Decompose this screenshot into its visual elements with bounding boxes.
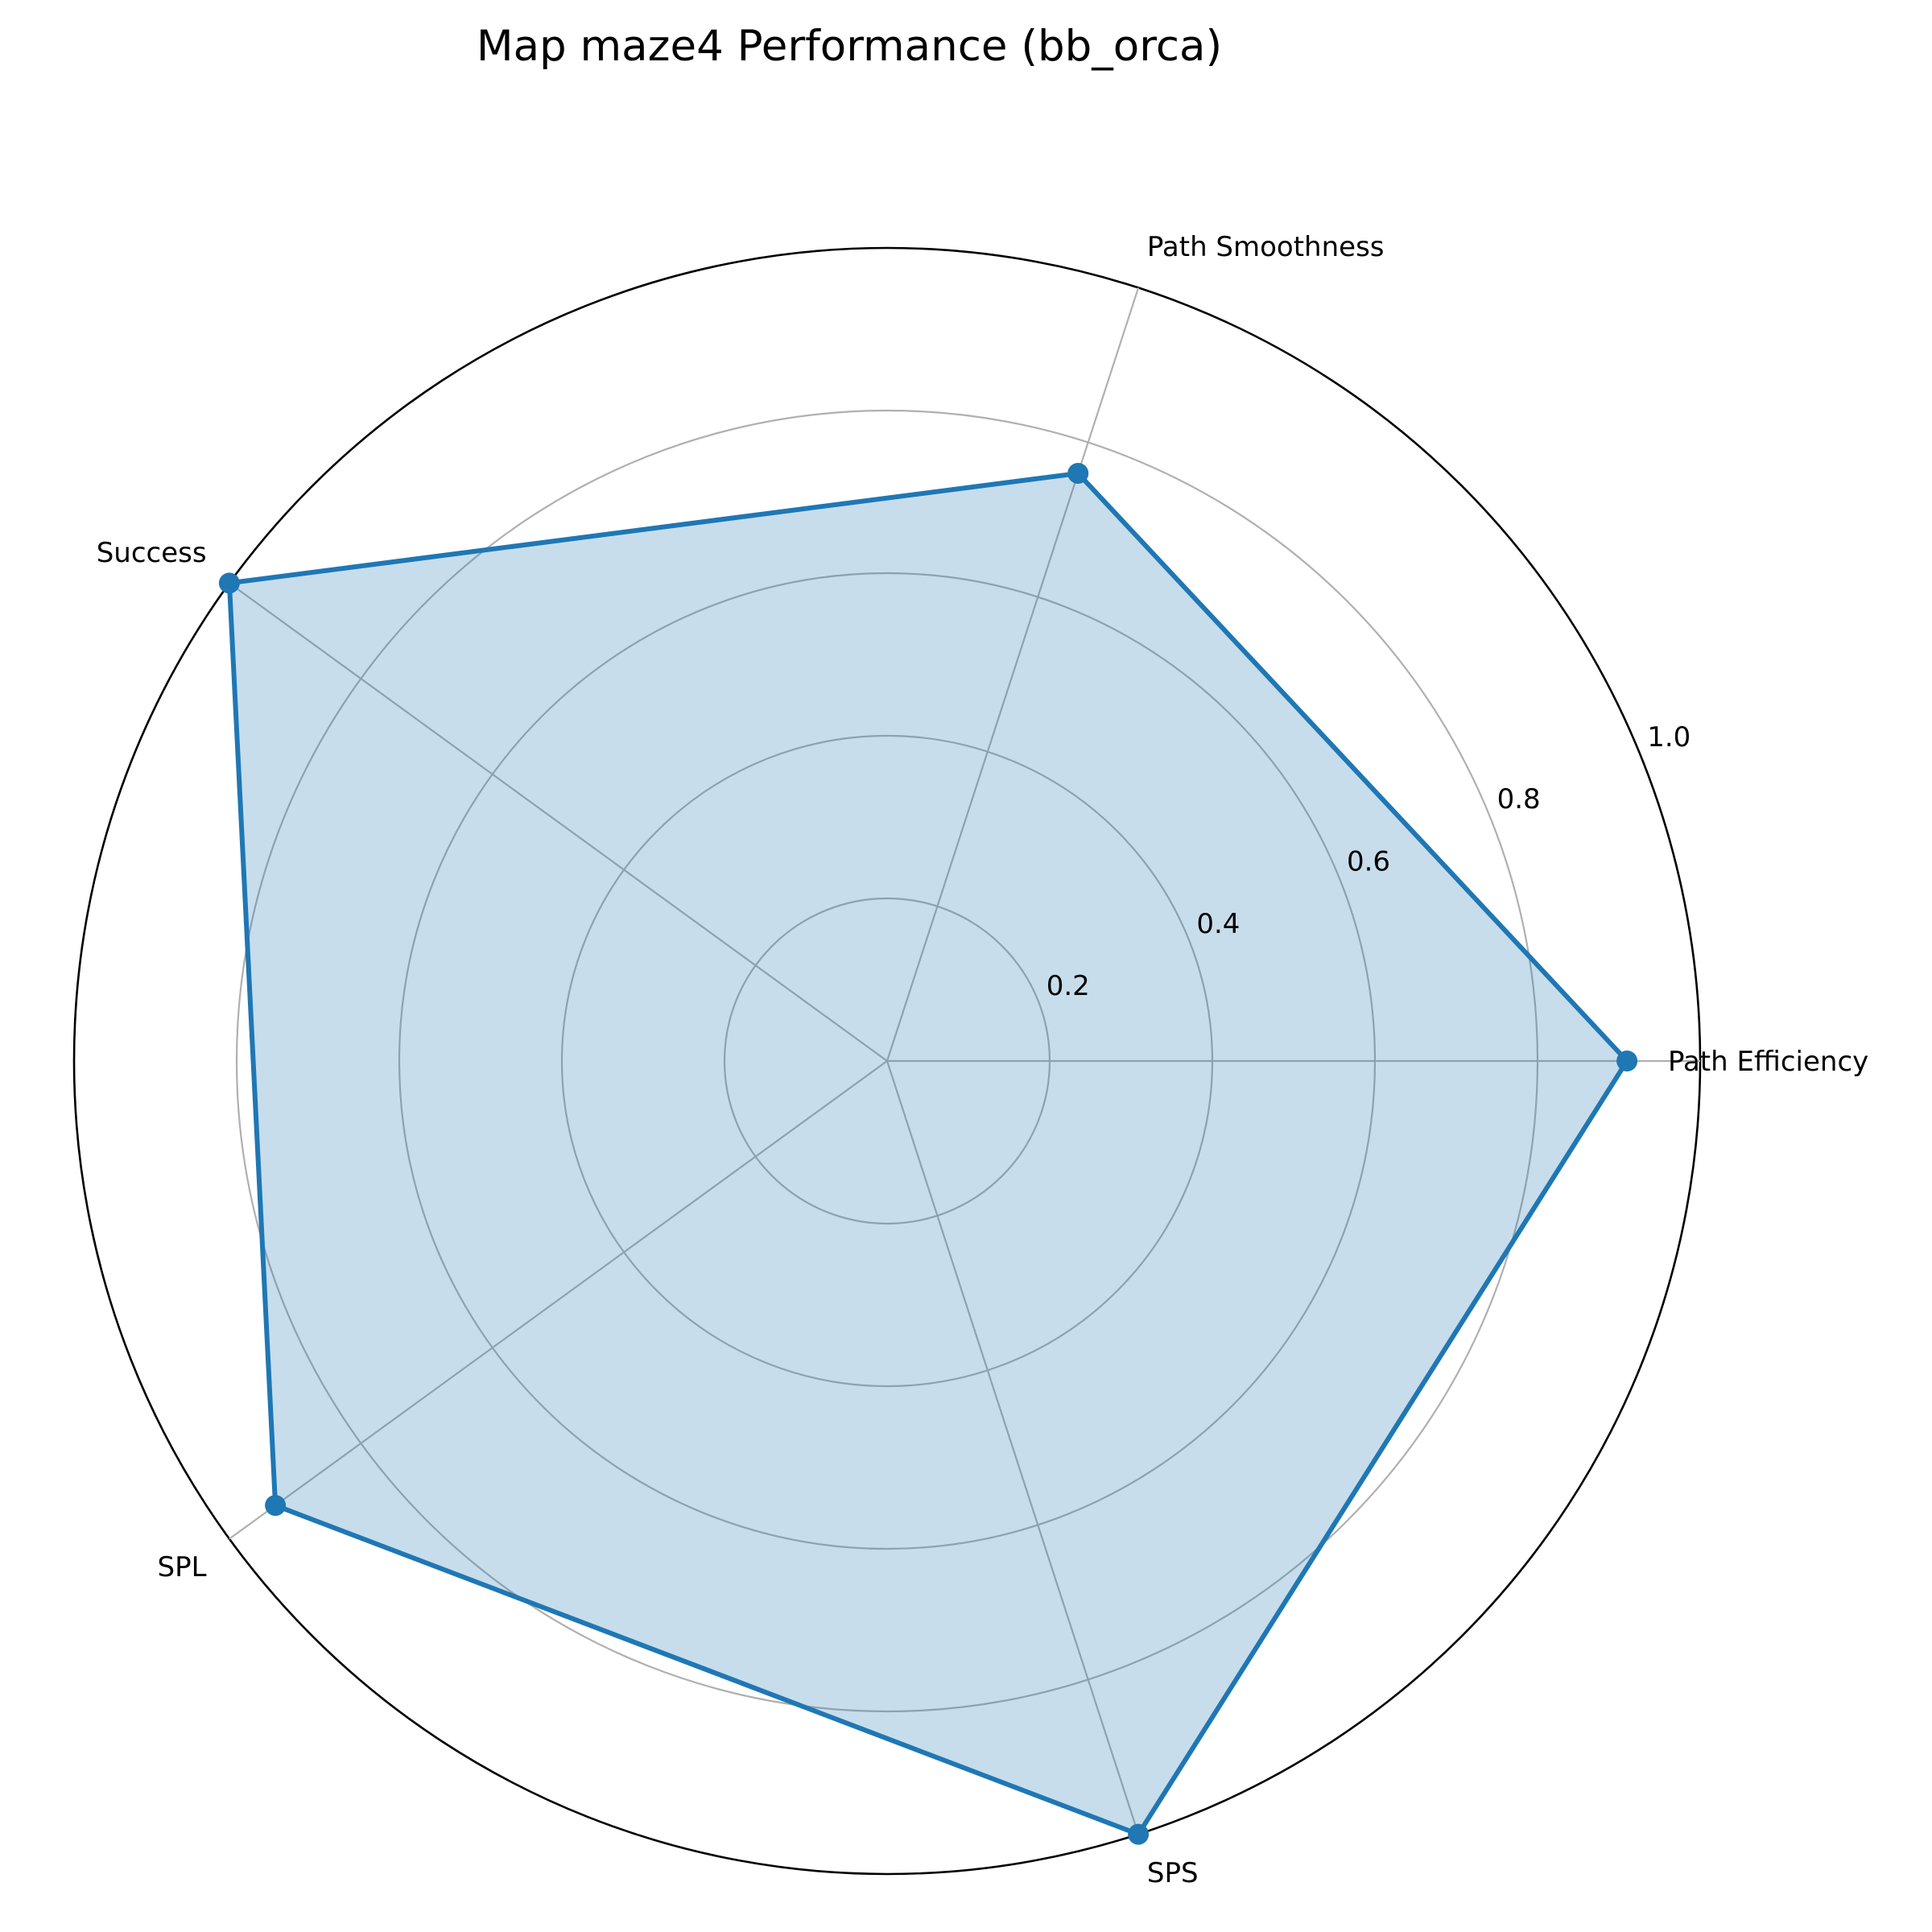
axis-label-sps: SPS — [1147, 1857, 1199, 1889]
data-point-success — [218, 572, 240, 594]
data-point-path-smoothness — [1067, 462, 1089, 484]
data-point-spl — [265, 1495, 287, 1517]
spoke-4 — [886, 1060, 1140, 1835]
axis-label-path-smoothness: Path Smoothness — [1147, 231, 1385, 263]
spoke-3 — [229, 1060, 888, 1540]
spoke-1 — [886, 287, 1140, 1062]
axis-label-path-efficiency: Path Efficiency — [1668, 1046, 1868, 1078]
grid-layer — [72, 246, 1702, 1876]
r-tick-label-4: 1.0 — [1647, 721, 1690, 753]
series-layer — [218, 462, 1638, 1845]
axis-label-spl: SPL — [158, 1551, 207, 1583]
r-tick-label-1: 0.4 — [1196, 908, 1240, 940]
label-layer: Path Efficiency Path Smoothness Success SPL… — [97, 231, 1869, 1889]
r-tick-label-2: 0.6 — [1347, 846, 1390, 878]
data-point-sps — [1128, 1823, 1150, 1845]
spoke-2 — [229, 582, 888, 1062]
data-point-path-efficiency — [1616, 1051, 1638, 1071]
series-fill-0 — [229, 473, 1628, 1835]
axis-label-success: Success — [97, 537, 207, 569]
r-tick-label-3: 0.8 — [1497, 783, 1541, 815]
series-line-0 — [226, 470, 1630, 1838]
r-tick-label-0: 0.2 — [1046, 970, 1090, 1002]
chart-title: Map maze4 Performance (bb_orca) — [477, 22, 1222, 71]
